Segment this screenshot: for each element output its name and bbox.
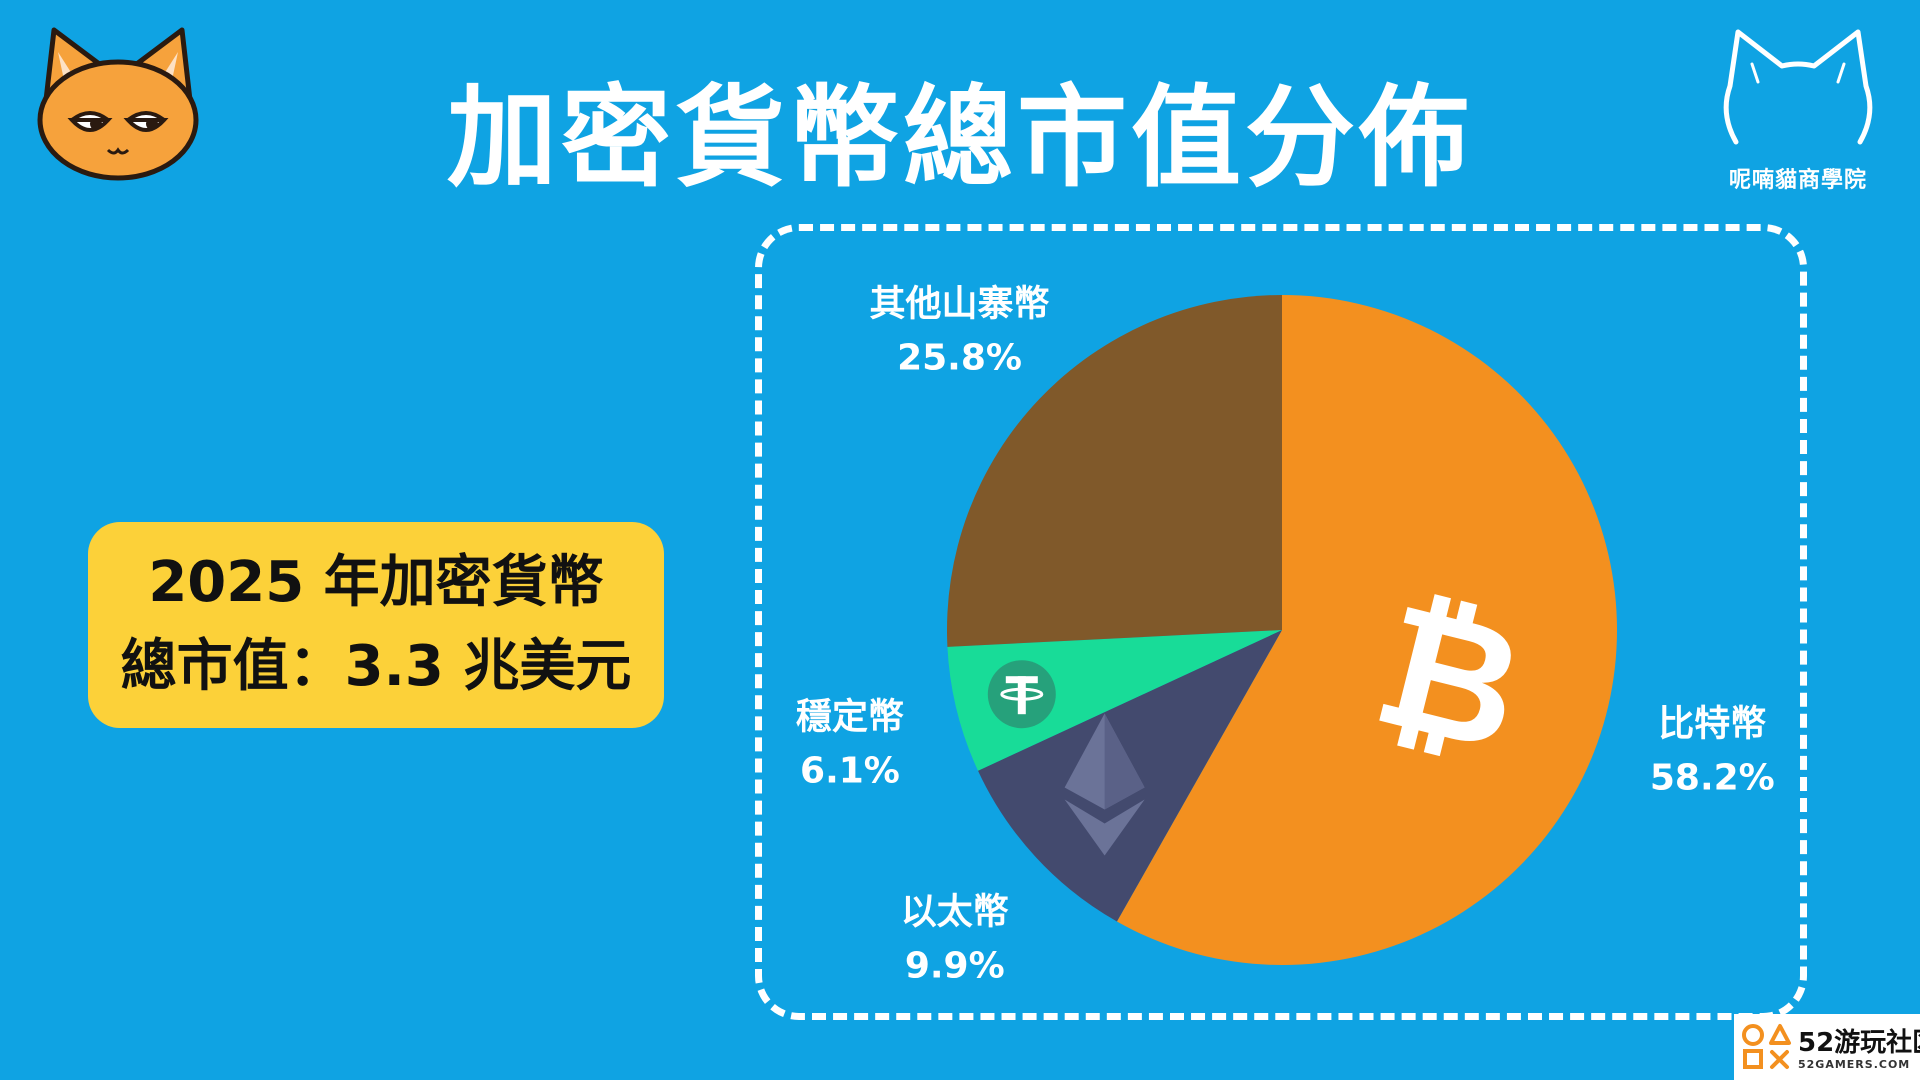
summary-line-2: 總市值：3.3 兆美元 xyxy=(120,634,632,699)
chart-frame xyxy=(755,224,1807,1020)
watermark-url: 52GAMERS.COM xyxy=(1798,1058,1911,1071)
slice-value-altcoins: 25.8% xyxy=(897,337,1022,378)
summary-line-1: 2025 年加密貨幣 xyxy=(148,550,604,615)
pie-slice-bitcoin xyxy=(1116,295,1617,965)
brand-name: 呢喃貓商學院 xyxy=(1728,168,1867,193)
cat-mascot-icon xyxy=(37,27,199,181)
watermark: 52游玩社区 52GAMERS.COM xyxy=(1734,1014,1920,1080)
slice-value-stablecoin: 6.1% xyxy=(800,751,900,792)
slice-value-ethereum: 9.9% xyxy=(905,946,1005,987)
ethereum-icon xyxy=(1064,713,1145,856)
brand-logo: 呢喃貓商學院 xyxy=(1698,24,1898,199)
slice-name-stablecoin: 穩定幣 xyxy=(796,697,904,738)
tether-icon xyxy=(987,660,1056,729)
slice-value-bitcoin: 58.2% xyxy=(1650,757,1775,798)
market-cap-summary: 2025 年加密貨幣 總市值：3.3 兆美元 xyxy=(88,522,664,728)
watermark-text: 52游玩社区 xyxy=(1798,1028,1920,1058)
cat-outline-icon xyxy=(1723,29,1873,145)
slice-name-altcoins: 其他山寨幣 xyxy=(870,283,1050,324)
slice-name-ethereum: 以太幣 xyxy=(901,892,1009,933)
watermark-shapes-icon xyxy=(1742,1024,1791,1069)
slice-name-bitcoin: 比特幣 xyxy=(1658,703,1766,744)
pie-slice-altcoins xyxy=(946,295,1282,647)
page-title: 加密貨幣總市值分佈 xyxy=(447,74,1473,202)
